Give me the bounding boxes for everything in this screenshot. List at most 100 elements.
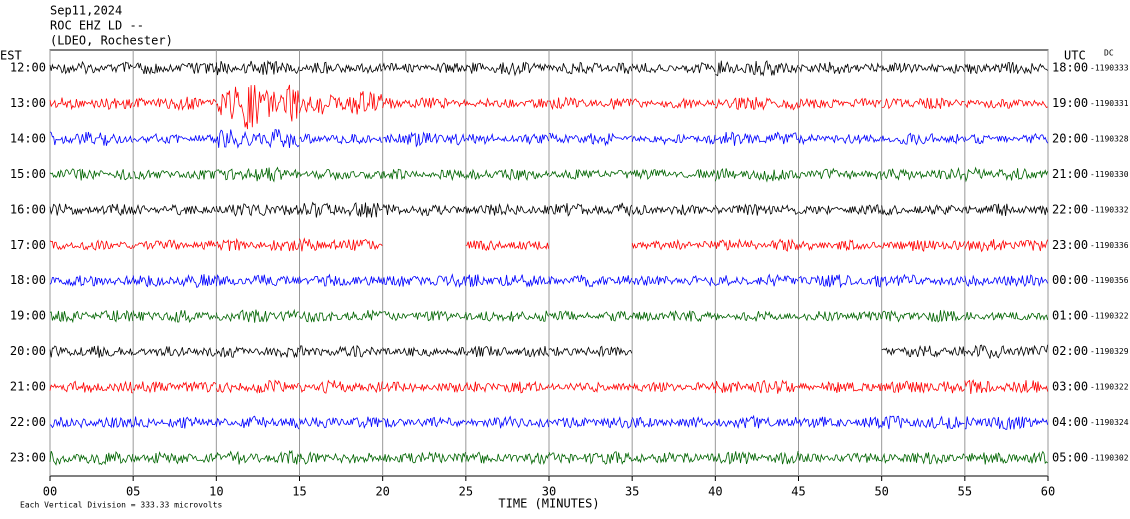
- trace-segment: [215, 274, 300, 287]
- x-tick-label: 60: [1041, 485, 1055, 499]
- trace-segment: [132, 451, 217, 465]
- trace-segment: [881, 309, 965, 323]
- trace-segment: [631, 416, 716, 428]
- trace-segment: [549, 132, 633, 147]
- x-tick-label: 25: [459, 485, 473, 499]
- trace-segment: [715, 60, 799, 77]
- utc-label: 04:00: [1052, 415, 1088, 429]
- trace-segment: [132, 62, 217, 75]
- dc-offset: -1190333: [1090, 64, 1129, 73]
- x-tick-label: 35: [625, 485, 639, 499]
- trace-segment: [548, 168, 633, 180]
- trace-segment: [798, 311, 882, 322]
- trace-segment: [881, 345, 965, 358]
- trace-segment: [631, 62, 716, 74]
- trace-segment: [49, 203, 134, 217]
- trace-segment: [132, 310, 217, 324]
- trace-segment: [215, 59, 300, 76]
- trace-segment: [299, 379, 383, 394]
- trace-segment: [299, 309, 383, 323]
- trace-segment: [964, 98, 1048, 109]
- trace-segment: [548, 416, 633, 429]
- trace-segment: [631, 97, 716, 109]
- est-label: 20:00: [10, 344, 46, 358]
- trace-segment: [382, 131, 466, 148]
- trace-segment: [798, 452, 882, 463]
- trace-segment: [548, 310, 633, 322]
- trace-segment: [964, 416, 1048, 430]
- trace-segment: [216, 84, 300, 130]
- trace-segment: [548, 345, 633, 358]
- trace-segment: [548, 381, 632, 394]
- trace-segment: [382, 416, 466, 428]
- est-label: 23:00: [10, 450, 46, 464]
- trace-segment: [133, 96, 217, 111]
- trace-segment: [299, 451, 383, 465]
- trace-segment: [631, 168, 716, 180]
- trace-segment: [299, 201, 383, 218]
- trace-segment: [548, 202, 633, 217]
- trace-segment: [49, 416, 134, 429]
- right-axis-label: UTC: [1064, 49, 1086, 63]
- est-label: 18:00: [10, 273, 46, 287]
- dc-offset: -1190330: [1090, 170, 1129, 179]
- trace-segment: [382, 62, 466, 74]
- trace-segment: [132, 381, 217, 394]
- trace-segment: [881, 415, 965, 430]
- utc-label: 00:00: [1052, 273, 1088, 287]
- trace-segment: [49, 274, 134, 287]
- trace-segment: [964, 311, 1048, 321]
- dc-offset: -1190336: [1090, 241, 1129, 250]
- trace-segment: [964, 274, 1048, 288]
- trace-segment: [548, 274, 633, 288]
- dc-offset: -1190331: [1090, 99, 1129, 108]
- est-label: 19:00: [10, 309, 46, 323]
- trace-segment: [881, 204, 965, 216]
- trace-segment: [49, 309, 134, 324]
- trace-segment: [964, 379, 1048, 395]
- trace-segment: [964, 203, 1048, 216]
- trace-segment: [382, 381, 466, 394]
- scale-note: Each Vertical Division = 333.33 microvol…: [20, 501, 222, 510]
- trace-segment: [299, 168, 383, 181]
- trace-segment: [631, 238, 716, 251]
- trace-segment: [465, 415, 549, 429]
- trace-segment: [215, 346, 300, 359]
- trace-segment: [299, 344, 383, 358]
- trace-segment: [132, 416, 217, 429]
- trace-segment: [465, 132, 549, 146]
- trace-segment: [631, 310, 716, 323]
- est-label: 16:00: [10, 202, 46, 216]
- trace-segment: [382, 273, 466, 288]
- trace-segment: [798, 61, 882, 75]
- trace-segment: [881, 166, 965, 181]
- trace-segment: [49, 131, 134, 146]
- trace-segment: [132, 346, 217, 358]
- x-tick-label: 40: [708, 485, 722, 499]
- x-tick-label: 10: [209, 485, 223, 499]
- trace-segment: [714, 168, 799, 183]
- utc-label: 22:00: [1052, 202, 1088, 216]
- trace-segment: [631, 381, 716, 393]
- trace-segment: [49, 168, 133, 181]
- trace-segment: [465, 61, 549, 77]
- trace-segment: [382, 451, 466, 464]
- trace-segment: [465, 97, 549, 109]
- trace-segment: [215, 449, 300, 465]
- trace-segment: [881, 132, 965, 146]
- x-tick-label: 15: [292, 485, 306, 499]
- x-tick-label: 00: [43, 485, 57, 499]
- trace-segment: [548, 96, 633, 111]
- trace-segment: [49, 345, 134, 358]
- trace-segment: [465, 240, 549, 252]
- est-label: 22:00: [10, 415, 46, 429]
- utc-label: 03:00: [1052, 380, 1088, 394]
- utc-label: 20:00: [1052, 131, 1088, 145]
- dc-offset: -1190328: [1090, 134, 1129, 143]
- trace-segment: [465, 202, 549, 216]
- trace-segment: [964, 61, 1048, 75]
- trace-segment: [49, 97, 134, 111]
- trace-segment: [465, 380, 549, 394]
- x-tick-label: 50: [874, 485, 888, 499]
- est-label: 14:00: [10, 131, 46, 145]
